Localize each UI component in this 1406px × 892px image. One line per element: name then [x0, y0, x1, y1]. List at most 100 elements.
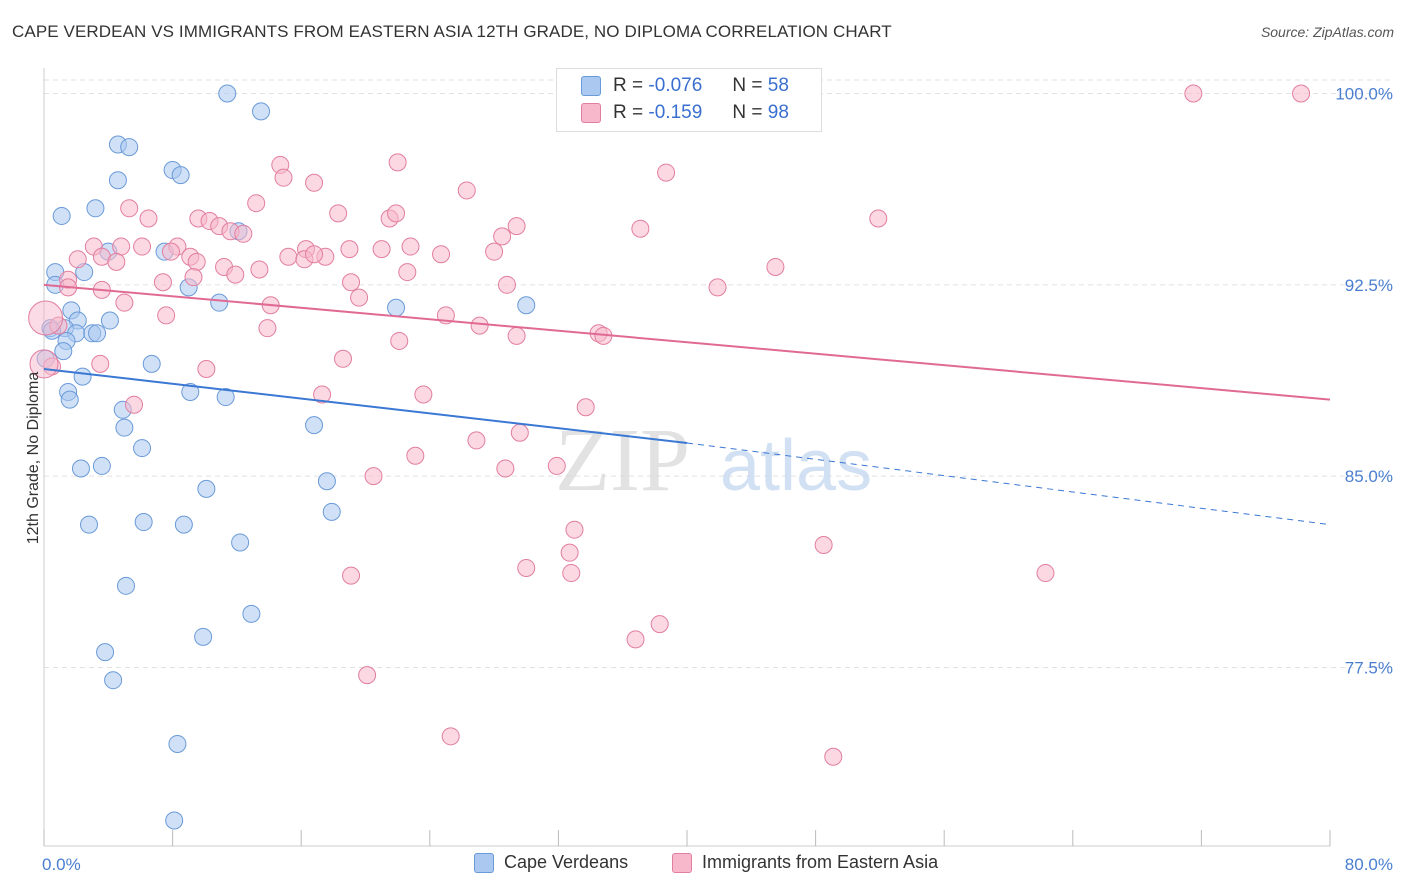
legend-r-label: R = — [613, 102, 644, 123]
point-cape-verdean — [100, 311, 119, 330]
point-eastern-asia — [708, 278, 727, 297]
legend-r-value: -0.159 — [648, 102, 703, 123]
point-eastern-asia — [388, 153, 407, 172]
legend-row-eastern-asia: R = -0.159 N = 98 — [581, 102, 789, 124]
x-tick-label: 80.0% — [1345, 855, 1393, 874]
point-eastern-asia — [313, 385, 332, 404]
point-eastern-asia — [29, 349, 59, 379]
series-legend-cape-verdeans: Cape Verdeans — [474, 852, 628, 873]
point-eastern-asia — [766, 257, 785, 276]
point-eastern-asia — [342, 566, 361, 585]
point-eastern-asia — [258, 319, 277, 338]
point-cape-verdean — [104, 671, 123, 690]
axes — [43, 68, 1331, 847]
point-eastern-asia — [390, 331, 409, 350]
point-eastern-asia — [68, 250, 87, 269]
point-eastern-asia — [414, 385, 433, 404]
legend-swatch-blue — [581, 76, 601, 96]
point-eastern-asia — [560, 543, 579, 562]
point-cape-verdean — [210, 293, 229, 312]
point-eastern-asia — [342, 273, 361, 292]
point-eastern-asia — [493, 227, 512, 246]
y-axis-label: 12th Grade, No Diploma — [25, 372, 42, 545]
point-cape-verdean — [165, 811, 184, 830]
legend-r-label: R = — [613, 75, 644, 96]
point-eastern-asia — [387, 204, 406, 223]
point-eastern-asia — [333, 349, 352, 368]
series-legend-label: Immigrants from Eastern Asia — [702, 852, 939, 872]
point-eastern-asia — [234, 224, 253, 243]
point-eastern-asia — [226, 265, 245, 284]
point-cape-verdean — [197, 479, 216, 498]
watermark-atlas: atlas — [720, 426, 872, 506]
point-eastern-asia — [91, 354, 110, 373]
point-cape-verdean — [517, 296, 536, 315]
point-eastern-asia — [814, 536, 833, 555]
point-cape-verdean — [116, 576, 135, 595]
point-eastern-asia — [470, 316, 489, 335]
point-eastern-asia — [496, 459, 515, 478]
point-eastern-asia — [657, 163, 676, 182]
point-eastern-asia — [457, 181, 476, 200]
point-eastern-asia — [28, 300, 64, 336]
trend-line-cape-verdean-extension — [686, 442, 1331, 526]
data-points — [28, 84, 1311, 830]
point-eastern-asia — [547, 456, 566, 475]
point-cape-verdean — [218, 84, 237, 103]
point-eastern-asia — [184, 268, 203, 287]
point-cape-verdean — [71, 459, 90, 478]
point-cape-verdean — [52, 206, 71, 225]
point-eastern-asia — [1292, 84, 1311, 103]
y-tick-label: 77.5% — [1345, 658, 1393, 677]
tick-labels: 77.5% 85.0% 92.5% 100.0% 0.0% 80.0% — [42, 85, 1393, 874]
point-cape-verdean — [73, 367, 92, 386]
point-eastern-asia — [274, 168, 293, 187]
point-eastern-asia — [517, 558, 536, 577]
point-eastern-asia — [467, 431, 486, 450]
point-cape-verdean — [181, 382, 200, 401]
point-cape-verdean — [120, 138, 139, 157]
point-eastern-asia — [1036, 564, 1055, 583]
point-eastern-asia — [358, 666, 377, 685]
point-eastern-asia — [133, 237, 152, 256]
point-eastern-asia — [507, 326, 526, 345]
source-label: Source: ZipAtlas.com — [1260, 24, 1394, 40]
point-eastern-asia — [565, 520, 584, 539]
point-cape-verdean — [174, 515, 193, 534]
trend-line-eastern-asia — [43, 283, 1331, 401]
legend-n-label: N = — [732, 102, 763, 123]
chart-title: CAPE VERDEAN VS IMMIGRANTS FROM EASTERN … — [12, 22, 892, 41]
point-eastern-asia — [153, 273, 172, 292]
point-cape-verdean — [322, 502, 341, 521]
legend-n-value: 58 — [767, 75, 789, 96]
point-cape-verdean — [231, 533, 250, 552]
point-eastern-asia — [120, 199, 139, 218]
point-cape-verdean — [216, 388, 235, 407]
point-eastern-asia — [824, 747, 843, 766]
point-cape-verdean — [171, 166, 190, 185]
point-cape-verdean — [86, 199, 105, 218]
series-swatch-pink — [672, 852, 692, 873]
point-eastern-asia — [350, 288, 369, 307]
point-eastern-asia — [510, 423, 529, 442]
point-eastern-asia — [197, 359, 216, 378]
point-cape-verdean — [305, 416, 324, 435]
point-eastern-asia — [372, 240, 391, 259]
point-eastern-asia — [631, 219, 650, 238]
point-cape-verdean — [115, 418, 134, 437]
point-eastern-asia — [157, 306, 176, 325]
correlation-legend: R = -0.076 N = 58 R = -0.159 N = 98 — [556, 68, 822, 132]
point-cape-verdean — [108, 171, 127, 190]
point-eastern-asia — [507, 217, 526, 236]
grid-lines — [44, 79, 1390, 668]
point-eastern-asia — [250, 260, 269, 279]
point-eastern-asia — [161, 242, 180, 261]
series-swatch-blue — [474, 852, 494, 873]
legend-r-value: -0.076 — [648, 75, 703, 96]
y-tick-label: 85.0% — [1345, 467, 1393, 486]
x-tick-label: 0.0% — [42, 855, 81, 874]
point-eastern-asia — [626, 630, 645, 649]
point-cape-verdean — [317, 472, 336, 491]
series-legend-eastern-asia: Immigrants from Eastern Asia — [672, 852, 938, 873]
